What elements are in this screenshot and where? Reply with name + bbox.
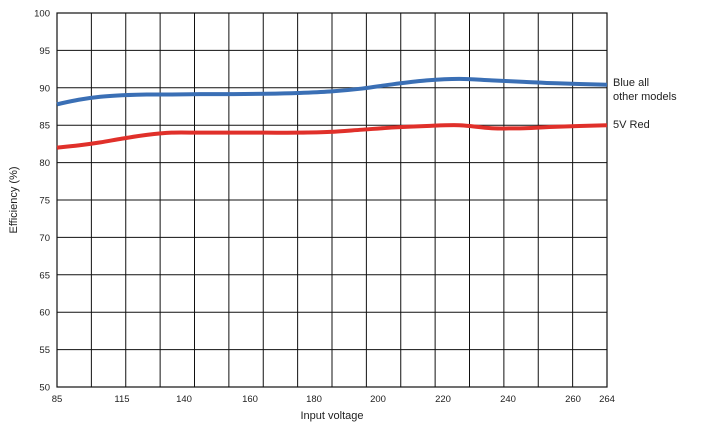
y-tick-label: 80 bbox=[39, 158, 50, 169]
y-tick-label: 65 bbox=[39, 270, 50, 281]
y-tick-label: 70 bbox=[39, 233, 50, 244]
x-tick-label: 140 bbox=[176, 394, 192, 405]
y-tick-label: 55 bbox=[39, 345, 50, 356]
y-tick-label: 75 bbox=[39, 196, 50, 207]
plot-frame bbox=[56, 12, 608, 388]
series-line-1 bbox=[56, 123, 608, 150]
grid bbox=[57, 13, 607, 387]
y-tick-label: 85 bbox=[39, 121, 50, 132]
x-tick-label: 240 bbox=[500, 394, 516, 405]
y-tick-label: 50 bbox=[39, 383, 50, 394]
legend-label: 5V Red bbox=[613, 119, 650, 131]
axes: 50 55 60 65 70 75 80 85 90 95 100 85 115 140 160 180 200… bbox=[34, 9, 615, 406]
series-line-0 bbox=[56, 76, 608, 107]
x-tick-label: 180 bbox=[306, 394, 322, 405]
x-tick-label: 200 bbox=[370, 394, 386, 405]
legend-label: Blue all other models bbox=[613, 77, 677, 103]
x-tick-label: 85 bbox=[52, 394, 63, 405]
x-tick-label: 115 bbox=[114, 394, 129, 405]
y-tick-label: 60 bbox=[39, 308, 50, 319]
x-tick-label: 220 bbox=[435, 394, 451, 405]
x-tick-label: 260 bbox=[565, 394, 581, 405]
x-tick-label: 160 bbox=[242, 394, 258, 405]
y-tick-label: 95 bbox=[39, 46, 50, 57]
y-axis-label: Efficiency (%) bbox=[8, 166, 20, 233]
x-axis-label: Input voltage bbox=[301, 410, 364, 422]
labels: Input voltage Efficiency (%) Blue all oth… bbox=[8, 77, 677, 422]
y-tick-label: 100 bbox=[34, 9, 50, 20]
x-tick-label: 264 bbox=[599, 394, 615, 405]
series-lines bbox=[56, 76, 608, 150]
y-tick-label: 90 bbox=[39, 83, 50, 94]
